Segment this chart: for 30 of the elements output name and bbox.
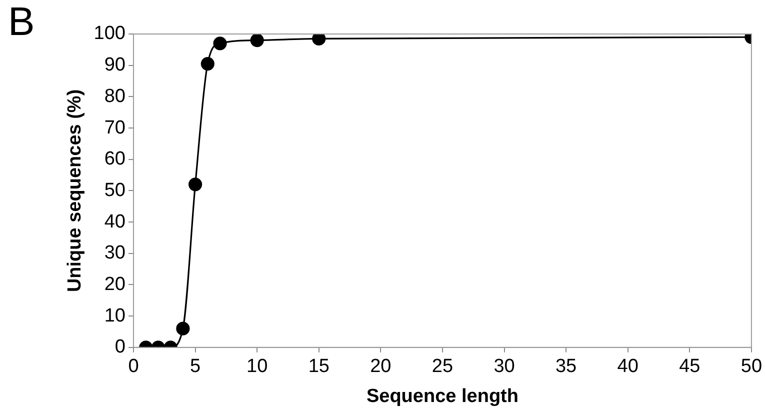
y-tick-label: 10 <box>104 305 126 326</box>
y-tick-label: 60 <box>104 148 126 170</box>
x-tick-label: 30 <box>494 356 515 378</box>
point <box>312 34 326 46</box>
y-tick-label: 0 <box>114 336 126 358</box>
x-axis-title: Sequence length <box>366 386 518 407</box>
text: B <box>8 0 35 44</box>
x-tick-label: 45 <box>679 356 700 378</box>
x-tick-label: 5 <box>190 356 201 378</box>
x-tick-label: 25 <box>432 356 454 378</box>
x-tick-label: 20 <box>370 356 392 378</box>
x-tick-label: 15 <box>308 356 330 378</box>
y-tick-label: 50 <box>104 180 126 201</box>
x-tick-label: 50 <box>740 356 762 378</box>
y-tick-label: 30 <box>104 242 126 264</box>
y-tick-label: 80 <box>104 86 126 107</box>
y-tick-label: 90 <box>104 54 126 76</box>
x-tick-label: 35 <box>555 356 577 378</box>
point <box>200 56 214 71</box>
x-tick-label: 40 <box>617 356 638 378</box>
y-tick-label: 20 <box>104 274 126 295</box>
x-tick-label: 0 <box>128 356 139 378</box>
point <box>188 178 202 192</box>
y-axis-title: Unique sequences (%) <box>64 89 86 292</box>
y-tick-label: 100 <box>94 23 126 44</box>
y-tick-label: 70 <box>104 117 126 138</box>
y-tick-label: 40 <box>104 211 126 232</box>
x-tick-label: 10 <box>246 356 268 378</box>
point <box>250 34 264 48</box>
point <box>213 36 227 50</box>
